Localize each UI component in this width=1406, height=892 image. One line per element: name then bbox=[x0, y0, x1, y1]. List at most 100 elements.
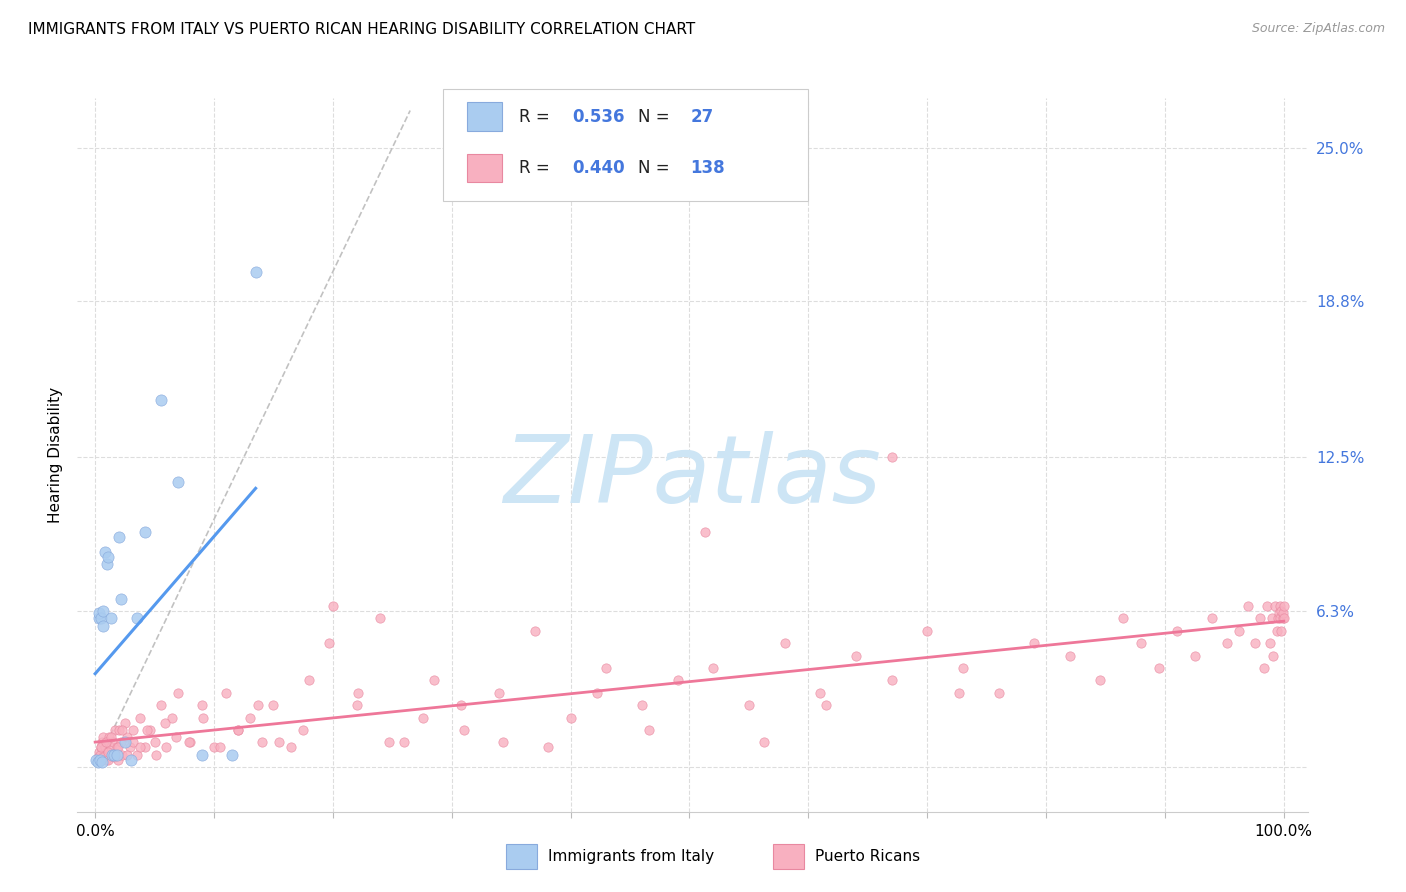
Point bbox=[191, 747, 214, 762]
Point bbox=[221, 747, 243, 762]
Point bbox=[693, 524, 716, 539]
Point bbox=[1271, 607, 1294, 621]
Point bbox=[880, 673, 903, 688]
Point bbox=[191, 698, 214, 713]
Point bbox=[101, 735, 124, 749]
Point bbox=[108, 723, 131, 737]
Point bbox=[202, 740, 225, 755]
Point bbox=[948, 686, 970, 700]
Point bbox=[1272, 599, 1295, 613]
Point bbox=[136, 723, 159, 737]
Text: 138: 138 bbox=[690, 159, 725, 177]
Point bbox=[292, 723, 315, 737]
Point bbox=[122, 723, 145, 737]
Point bbox=[1270, 604, 1292, 618]
Point bbox=[987, 686, 1010, 700]
Point bbox=[208, 740, 231, 755]
Point bbox=[537, 740, 560, 755]
Point bbox=[110, 591, 132, 606]
Point bbox=[91, 755, 114, 769]
Point bbox=[1268, 607, 1291, 621]
Point bbox=[96, 557, 118, 571]
Point bbox=[117, 731, 139, 745]
Point bbox=[167, 475, 190, 490]
Text: 27: 27 bbox=[690, 108, 714, 126]
Point bbox=[269, 735, 291, 749]
Point bbox=[111, 723, 134, 737]
Point bbox=[149, 393, 172, 408]
Point bbox=[560, 710, 582, 724]
Point bbox=[89, 753, 111, 767]
Point bbox=[93, 604, 115, 618]
Point bbox=[1253, 661, 1275, 675]
Point bbox=[90, 740, 112, 755]
Point bbox=[93, 750, 115, 764]
Point bbox=[134, 740, 156, 755]
Point bbox=[125, 611, 148, 625]
Point bbox=[90, 740, 112, 755]
Point bbox=[120, 753, 142, 767]
Point bbox=[111, 747, 134, 762]
Point bbox=[666, 673, 689, 688]
Point bbox=[392, 735, 415, 749]
Point bbox=[1258, 636, 1281, 650]
Point bbox=[808, 686, 831, 700]
Point bbox=[215, 686, 238, 700]
Point bbox=[245, 264, 267, 278]
Point bbox=[134, 524, 156, 539]
Point bbox=[177, 735, 200, 749]
Point bbox=[1227, 624, 1250, 638]
Point bbox=[114, 715, 136, 730]
Point bbox=[488, 686, 510, 700]
Point bbox=[1261, 648, 1284, 663]
Point bbox=[318, 636, 340, 650]
Point bbox=[915, 624, 938, 638]
Point bbox=[104, 723, 127, 737]
Point bbox=[1147, 661, 1170, 675]
Text: R =: R = bbox=[519, 108, 555, 126]
Point bbox=[100, 611, 122, 625]
Point bbox=[87, 611, 110, 625]
Point bbox=[86, 753, 108, 767]
Point bbox=[155, 715, 177, 730]
Point bbox=[165, 731, 187, 745]
Point bbox=[193, 710, 215, 724]
Point bbox=[1201, 611, 1223, 625]
Point bbox=[1272, 611, 1295, 625]
Point bbox=[93, 740, 115, 755]
Point bbox=[702, 661, 724, 675]
Point bbox=[1261, 611, 1284, 625]
Point bbox=[108, 530, 131, 544]
Point bbox=[880, 450, 903, 465]
Point bbox=[1059, 648, 1081, 663]
Text: Puerto Ricans: Puerto Ricans bbox=[815, 849, 921, 863]
Point bbox=[96, 735, 118, 749]
Point bbox=[322, 599, 344, 613]
Point bbox=[87, 745, 110, 759]
Point bbox=[638, 723, 661, 737]
Point bbox=[247, 698, 270, 713]
Text: Source: ZipAtlas.com: Source: ZipAtlas.com bbox=[1251, 22, 1385, 36]
Point bbox=[117, 747, 139, 762]
Point bbox=[1270, 599, 1292, 613]
Point bbox=[450, 698, 472, 713]
Point bbox=[773, 636, 796, 650]
Point bbox=[93, 731, 115, 745]
Y-axis label: Hearing Disability: Hearing Disability bbox=[48, 387, 63, 523]
Point bbox=[89, 753, 111, 767]
Point bbox=[96, 745, 118, 759]
Point bbox=[97, 753, 120, 767]
Point bbox=[87, 607, 110, 621]
Text: N =: N = bbox=[638, 108, 675, 126]
Point bbox=[114, 735, 136, 749]
Point bbox=[149, 698, 172, 713]
Point bbox=[453, 723, 475, 737]
Point bbox=[122, 735, 145, 749]
Point bbox=[87, 753, 110, 767]
Point bbox=[845, 648, 868, 663]
Point bbox=[179, 735, 201, 749]
Point bbox=[1112, 611, 1135, 625]
Point bbox=[1024, 636, 1046, 650]
Point bbox=[105, 747, 128, 762]
Point bbox=[585, 686, 607, 700]
